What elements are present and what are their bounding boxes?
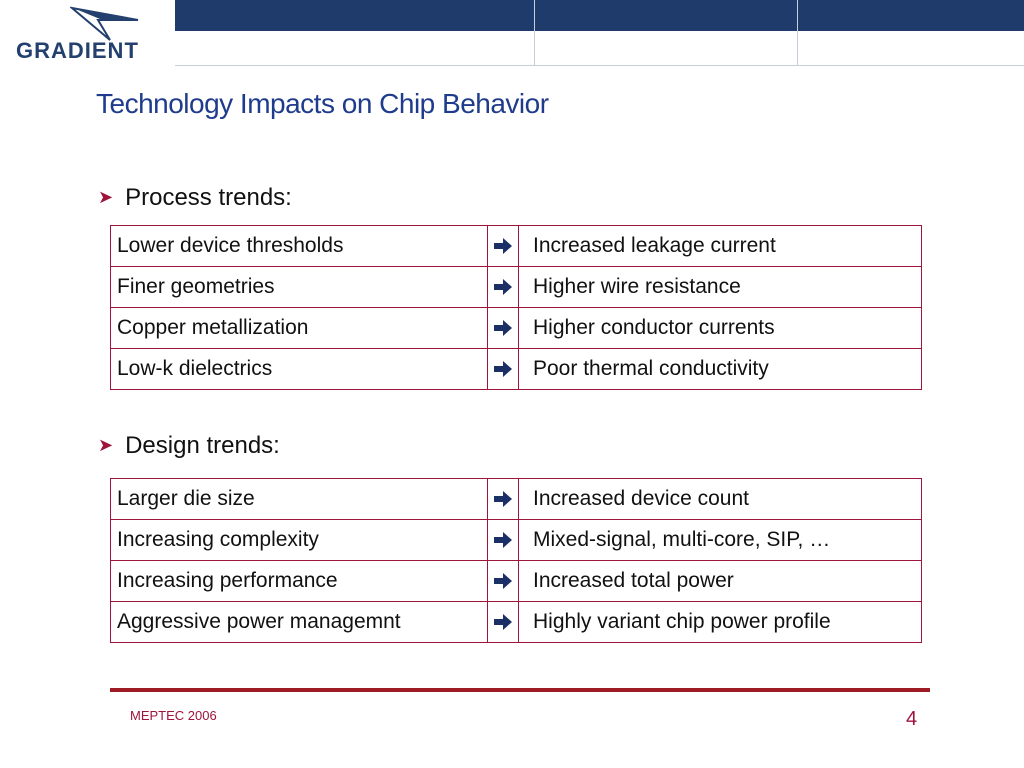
process-trends-table: Lower device thresholds Increased leakage…	[110, 225, 922, 390]
table-row: Lower device thresholds Increased leakage…	[110, 225, 922, 267]
effect-cell: Increased leakage current	[518, 225, 922, 267]
right-arrow-icon	[494, 238, 512, 255]
cause-cell: Lower device thresholds	[110, 225, 488, 267]
section-heading-label: Process trends:	[125, 184, 292, 211]
section-heading-design: ➤ Design trends:	[98, 432, 280, 460]
table-row: Aggressive power managemnt Highly variant…	[110, 601, 922, 643]
cause-cell: Low-k dielectrics	[110, 348, 488, 390]
right-arrow-icon	[494, 614, 512, 631]
effect-cell: Higher conductor currents	[518, 307, 922, 349]
cause-cell: Increasing performance	[110, 560, 488, 602]
right-arrow-icon	[494, 491, 512, 508]
right-arrow-icon	[494, 320, 512, 337]
logo-mark-icon	[70, 6, 139, 41]
arrowhead-bullet-icon: ➤	[98, 435, 114, 455]
slide-title: Technology Impacts on Chip Behavior	[96, 88, 549, 119]
cause-cell: Aggressive power managemnt	[110, 601, 488, 643]
effect-cell: Increased device count	[518, 478, 922, 520]
section-heading-process: ➤ Process trends:	[98, 184, 292, 212]
table-row: Increasing performance Increased total po…	[110, 560, 922, 602]
arrow-cell	[487, 307, 519, 349]
arrow-cell	[487, 560, 519, 602]
right-arrow-icon	[494, 361, 512, 378]
effect-cell: Higher wire resistance	[518, 266, 922, 308]
cause-cell: Larger die size	[110, 478, 488, 520]
effect-cell: Mixed-signal, multi-core, SIP, …	[518, 519, 922, 561]
cause-cell: Copper metallization	[110, 307, 488, 349]
page-number: 4	[906, 708, 918, 730]
table-row: Copper metallization Higher conductor cur…	[110, 307, 922, 349]
header-divider	[534, 0, 535, 66]
logo: GRADIENT	[0, 0, 175, 66]
cause-cell: Finer geometries	[110, 266, 488, 308]
header-bottom-rule	[0, 65, 1024, 66]
arrow-cell	[487, 519, 519, 561]
table-row: Increasing complexity Mixed-signal, multi…	[110, 519, 922, 561]
header-bar: GRADIENT	[0, 0, 1024, 66]
arrow-cell	[487, 225, 519, 267]
table-row: Larger die size Increased device count	[110, 478, 922, 520]
right-arrow-icon	[494, 532, 512, 549]
cause-cell: Increasing complexity	[110, 519, 488, 561]
arrow-cell	[487, 348, 519, 390]
header-divider	[797, 0, 798, 66]
arrow-cell	[487, 478, 519, 520]
table-row: Finer geometries Higher wire resistance	[110, 266, 922, 308]
table-row: Low-k dielectrics Poor thermal conductivi…	[110, 348, 922, 390]
right-arrow-icon	[494, 573, 512, 590]
logo-text: GRADIENT	[16, 38, 139, 63]
arrow-cell	[487, 601, 519, 643]
design-trends-table: Larger die size Increased device count Inc…	[110, 478, 922, 643]
arrow-cell	[487, 266, 519, 308]
footer-rule	[110, 688, 930, 692]
footer-label: MEPTEC 2006	[130, 708, 217, 723]
right-arrow-icon	[494, 279, 512, 296]
effect-cell: Highly variant chip power profile	[518, 601, 922, 643]
section-heading-label: Design trends:	[125, 432, 280, 459]
effect-cell: Increased total power	[518, 560, 922, 602]
effect-cell: Poor thermal conductivity	[518, 348, 922, 390]
arrowhead-bullet-icon: ➤	[98, 187, 114, 207]
